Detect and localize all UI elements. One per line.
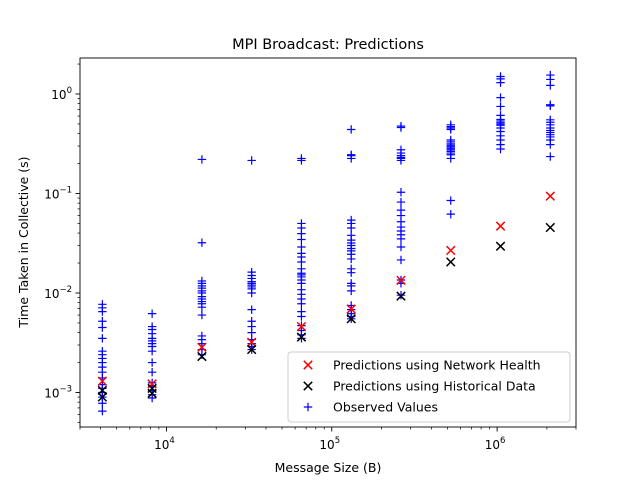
data-point <box>347 215 356 225</box>
legend-marker <box>303 360 313 370</box>
data-point <box>197 351 207 362</box>
data-point <box>197 276 207 286</box>
data-point <box>247 267 256 277</box>
data-point <box>396 205 406 215</box>
x-tick-label: 104 <box>154 436 175 452</box>
data-point <box>347 125 356 134</box>
axes-frame <box>79 57 577 428</box>
data-point <box>297 242 306 252</box>
y-tick-label: 10−1 <box>44 185 72 201</box>
data-point <box>347 150 356 159</box>
data-point <box>297 219 306 228</box>
data-point <box>296 332 307 342</box>
data-point <box>396 121 406 131</box>
data-point <box>346 314 356 324</box>
data-point <box>446 120 455 130</box>
x-axis-ticks: 104 105 106 <box>79 427 577 452</box>
data-point <box>396 291 406 301</box>
legend-box <box>287 351 571 423</box>
data-point <box>396 197 406 207</box>
data-point <box>396 242 406 252</box>
x-tick-label: 105 <box>319 436 340 452</box>
plot-area <box>97 70 556 416</box>
data-point <box>396 255 406 265</box>
data-point <box>347 231 356 240</box>
data-point <box>446 135 455 145</box>
legend-label: Predictions using Network Health <box>333 358 541 373</box>
y-tick-label: 10−2 <box>44 285 72 301</box>
series-2 <box>98 70 555 416</box>
x-tick-label: 106 <box>485 436 506 452</box>
data-point <box>246 337 257 347</box>
data-point <box>98 334 107 343</box>
data-point <box>197 155 207 164</box>
chart-title: MPI Broadcast: Predictions <box>232 37 424 53</box>
data-point <box>346 304 356 314</box>
data-point <box>98 406 107 416</box>
data-point <box>247 305 256 314</box>
data-point <box>496 72 505 81</box>
data-point <box>97 392 108 402</box>
data-point <box>446 245 456 256</box>
data-point <box>147 358 157 367</box>
data-point <box>297 154 306 163</box>
y-tick-label: 10−3 <box>44 384 72 400</box>
data-point <box>546 70 555 80</box>
data-point <box>247 317 256 326</box>
data-point <box>496 102 505 111</box>
data-point <box>98 347 107 356</box>
data-point <box>495 241 506 251</box>
y-tick-label: 100 <box>51 86 72 102</box>
data-point <box>98 300 107 309</box>
data-point <box>446 209 455 219</box>
data-point <box>246 344 257 355</box>
data-point <box>496 111 505 120</box>
legend-marker <box>303 381 313 391</box>
data-point <box>147 322 157 331</box>
legend-label: Observed Values <box>333 400 438 415</box>
data-point <box>396 145 406 154</box>
data-point <box>197 342 207 352</box>
data-point <box>247 156 256 165</box>
data-point <box>98 317 107 326</box>
legend: Predictions using Network Health Predicti… <box>287 351 571 423</box>
data-point <box>97 376 108 386</box>
data-point <box>495 221 506 231</box>
data-point <box>347 264 356 274</box>
data-point <box>546 152 555 161</box>
data-point <box>545 222 556 233</box>
data-point <box>496 93 505 102</box>
data-point <box>446 257 456 267</box>
legend-marker <box>303 402 313 412</box>
data-point <box>545 191 556 201</box>
series-1 <box>97 222 556 402</box>
series-0 <box>97 191 556 389</box>
data-point <box>297 307 306 316</box>
data-point <box>147 367 157 377</box>
data-point <box>546 100 555 109</box>
data-point <box>546 115 555 125</box>
data-point <box>147 309 157 318</box>
y-axis-label: Time Taken in Collective (s) <box>16 156 31 328</box>
data-point <box>97 385 108 396</box>
data-point <box>396 275 406 286</box>
data-point <box>197 310 207 320</box>
legend-label: Predictions using Historical Data <box>333 379 536 394</box>
data-point <box>197 331 207 341</box>
data-point <box>197 238 207 247</box>
data-point <box>446 196 455 205</box>
data-point <box>347 279 356 288</box>
data-point <box>396 188 406 197</box>
data-point <box>147 383 157 394</box>
data-point <box>296 321 307 332</box>
data-point <box>147 379 157 389</box>
x-axis-label: Message Size (B) <box>275 460 382 475</box>
